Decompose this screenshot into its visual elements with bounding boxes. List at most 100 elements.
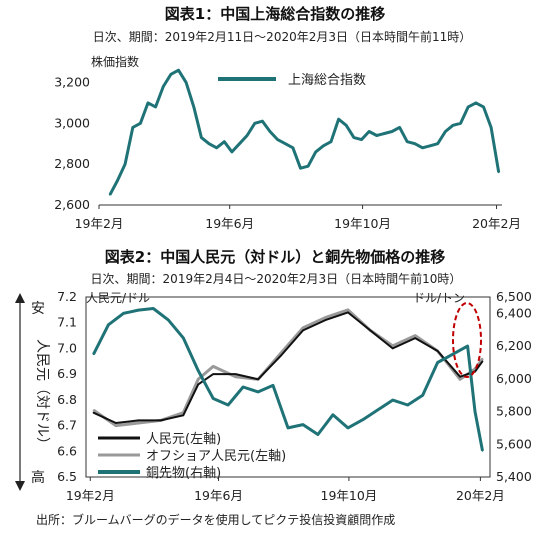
- figure1-subtitle: 日次、期間：2019年2月11日～2020年2月3日（日本時間午前11時）: [93, 29, 472, 44]
- figure2-data-point: [212, 397, 214, 400]
- figure1-series-line: [108, 68, 501, 196]
- figure2-data-point: [481, 450, 484, 452]
- figure1-data-point: [223, 140, 226, 143]
- legend-label-cnh: オフショア人民元(左軸): [146, 449, 286, 464]
- figure2-data-point: [466, 345, 469, 347]
- figure1-data-point: [490, 126, 493, 129]
- figure2-left-tick-label: 6.6: [57, 443, 77, 458]
- figure1-xtick-label: 19年10月: [334, 216, 391, 231]
- figure2-data-point: [137, 419, 140, 422]
- figure2-data-point: [92, 409, 95, 411]
- figure2-data-point: [481, 357, 484, 360]
- figure1-ytick-label: 2,800: [54, 156, 90, 171]
- highlight-ellipse: [452, 302, 482, 378]
- figure2-data-point: [451, 353, 454, 356]
- figure2-plot-frame: [85, 296, 491, 478]
- figure2-data-point: [324, 316, 327, 319]
- figure2-data-point: [152, 307, 155, 310]
- figure2-right-unit: ドル/トン: [413, 291, 465, 305]
- figure1-data-point: [330, 140, 332, 143]
- figure2-data-point: [391, 347, 394, 350]
- figure2-xtick-label: 19年6月: [194, 488, 243, 503]
- figure1-data-point: [200, 136, 203, 139]
- figure1-data-point: [154, 106, 157, 108]
- figure1-data-point: [261, 120, 264, 123]
- figure2-right-tick-label: 6,400: [496, 305, 532, 320]
- legend-label-cny: 人民元(左軸): [146, 432, 221, 447]
- figure2-data-point: [92, 411, 95, 414]
- figure2-data-point: [182, 414, 185, 417]
- figure2-data-point: [324, 319, 327, 321]
- figure2-data-point: [242, 386, 244, 388]
- figure1-data-point: [246, 134, 249, 137]
- figure1-data-point: [215, 146, 218, 149]
- figure1-data-point: [131, 126, 134, 129]
- figure2-arrow-down-icon: [15, 481, 25, 491]
- figure1-data-point: [452, 124, 454, 127]
- figure1-xtick-label: 19年2月: [75, 216, 124, 231]
- figure2-data-point: [137, 422, 140, 424]
- figure1: 図表1：中国上海総合指数の推移 日次、期間：2019年2月11日～2020年2月…: [54, 5, 521, 231]
- figure1-data-point: [368, 130, 371, 133]
- figure2-left-tick-label: 7.1: [57, 315, 77, 330]
- figure1-data-point: [108, 193, 111, 196]
- figure2-xtick-label: 20年2月: [456, 488, 505, 503]
- figure2-data-point: [212, 365, 214, 368]
- figure1-data-point: [299, 167, 302, 170]
- figure1-data-point: [436, 142, 439, 145]
- figure1-data-point: [124, 163, 127, 166]
- figure1-data-point: [147, 101, 149, 104]
- figure2-data-point: [92, 353, 95, 356]
- figure1-data-point: [253, 122, 256, 125]
- figure2-series-line: [92, 308, 484, 428]
- figure2-data-point: [287, 427, 289, 429]
- figure1-ylabel: 株価指数: [91, 54, 139, 69]
- figure1-ytick-label: 3,000: [54, 115, 90, 130]
- figure1-data-point: [269, 130, 271, 133]
- figure2-data-point: [474, 410, 476, 413]
- figure2-arrow-up-icon: [15, 293, 25, 303]
- figure1-data-point: [421, 146, 424, 149]
- figure2-data-point: [414, 334, 416, 337]
- figure2-data-point: [302, 423, 304, 426]
- figure1-data-point: [459, 122, 462, 125]
- figure-source: 出所：ブルームバーグのデータを使用してピクテ投信投資顧問作成: [36, 512, 395, 527]
- figure1-data-point: [238, 142, 241, 145]
- figure1-data-point: [230, 150, 233, 153]
- figure2-data-point: [421, 394, 424, 396]
- figure1-data-point: [162, 85, 165, 88]
- figure2-data-point: [167, 319, 170, 321]
- figure2-data-point: [115, 422, 117, 424]
- figure1-data-point: [185, 81, 188, 84]
- figure2-data-point: [302, 327, 304, 329]
- figure2-data-point: [347, 309, 349, 311]
- figure2-xtick-label: 19年2月: [66, 488, 115, 503]
- figure2-data-point: [391, 399, 394, 401]
- figure2-data-point: [376, 409, 379, 411]
- figure1-title: 図表1：中国上海総合指数の推移: [165, 5, 385, 23]
- figure2-left-tick-label: 7.2: [57, 289, 77, 304]
- figure2-data-point: [257, 391, 259, 393]
- figure1-ytick-label: 3,200: [54, 74, 90, 89]
- figure1-data-point: [276, 138, 279, 141]
- figure1-ytick-label: 2,600: [54, 197, 90, 212]
- figure1-data-point: [314, 150, 317, 153]
- figure2-data-point: [197, 383, 200, 386]
- figure2-data-point: [122, 312, 125, 315]
- figure1-data-point: [482, 106, 485, 108]
- figure1-data-point: [307, 165, 310, 168]
- figure2-right-tick-label: 6,500: [496, 289, 532, 304]
- figure2-right-tick-label: 5,600: [496, 436, 532, 451]
- figure1-legend-label: 上海総合指数: [288, 73, 366, 88]
- figure2-left-tick-label: 6.7: [57, 418, 77, 433]
- figure2-data-point: [302, 329, 304, 332]
- figure2-data-point: [459, 378, 461, 381]
- figure2-data-point: [279, 355, 282, 357]
- figure2-subtitle: 日次、期間：2019年2月4日～2020年2月3日（日本時間午前10時）: [91, 271, 462, 286]
- figure1-data-point: [337, 118, 340, 121]
- figure1-data-point: [116, 179, 119, 182]
- figure2-series-line: [92, 307, 484, 452]
- figure2-data-point: [234, 375, 237, 378]
- figure2: 図表2：中国人民元（対ドル）と銅先物価格の推移 日次、期間：2019年2月4日～…: [15, 248, 532, 503]
